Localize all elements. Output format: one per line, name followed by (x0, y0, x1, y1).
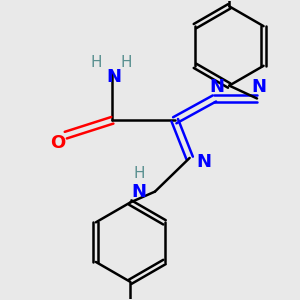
Text: N: N (209, 78, 224, 96)
Text: H: H (121, 55, 132, 70)
Text: N: N (196, 153, 211, 171)
Text: N: N (251, 78, 266, 96)
Text: O: O (50, 134, 65, 152)
Text: H: H (134, 166, 145, 181)
Text: N: N (107, 68, 122, 86)
Text: H: H (91, 55, 102, 70)
Text: N: N (132, 183, 147, 201)
